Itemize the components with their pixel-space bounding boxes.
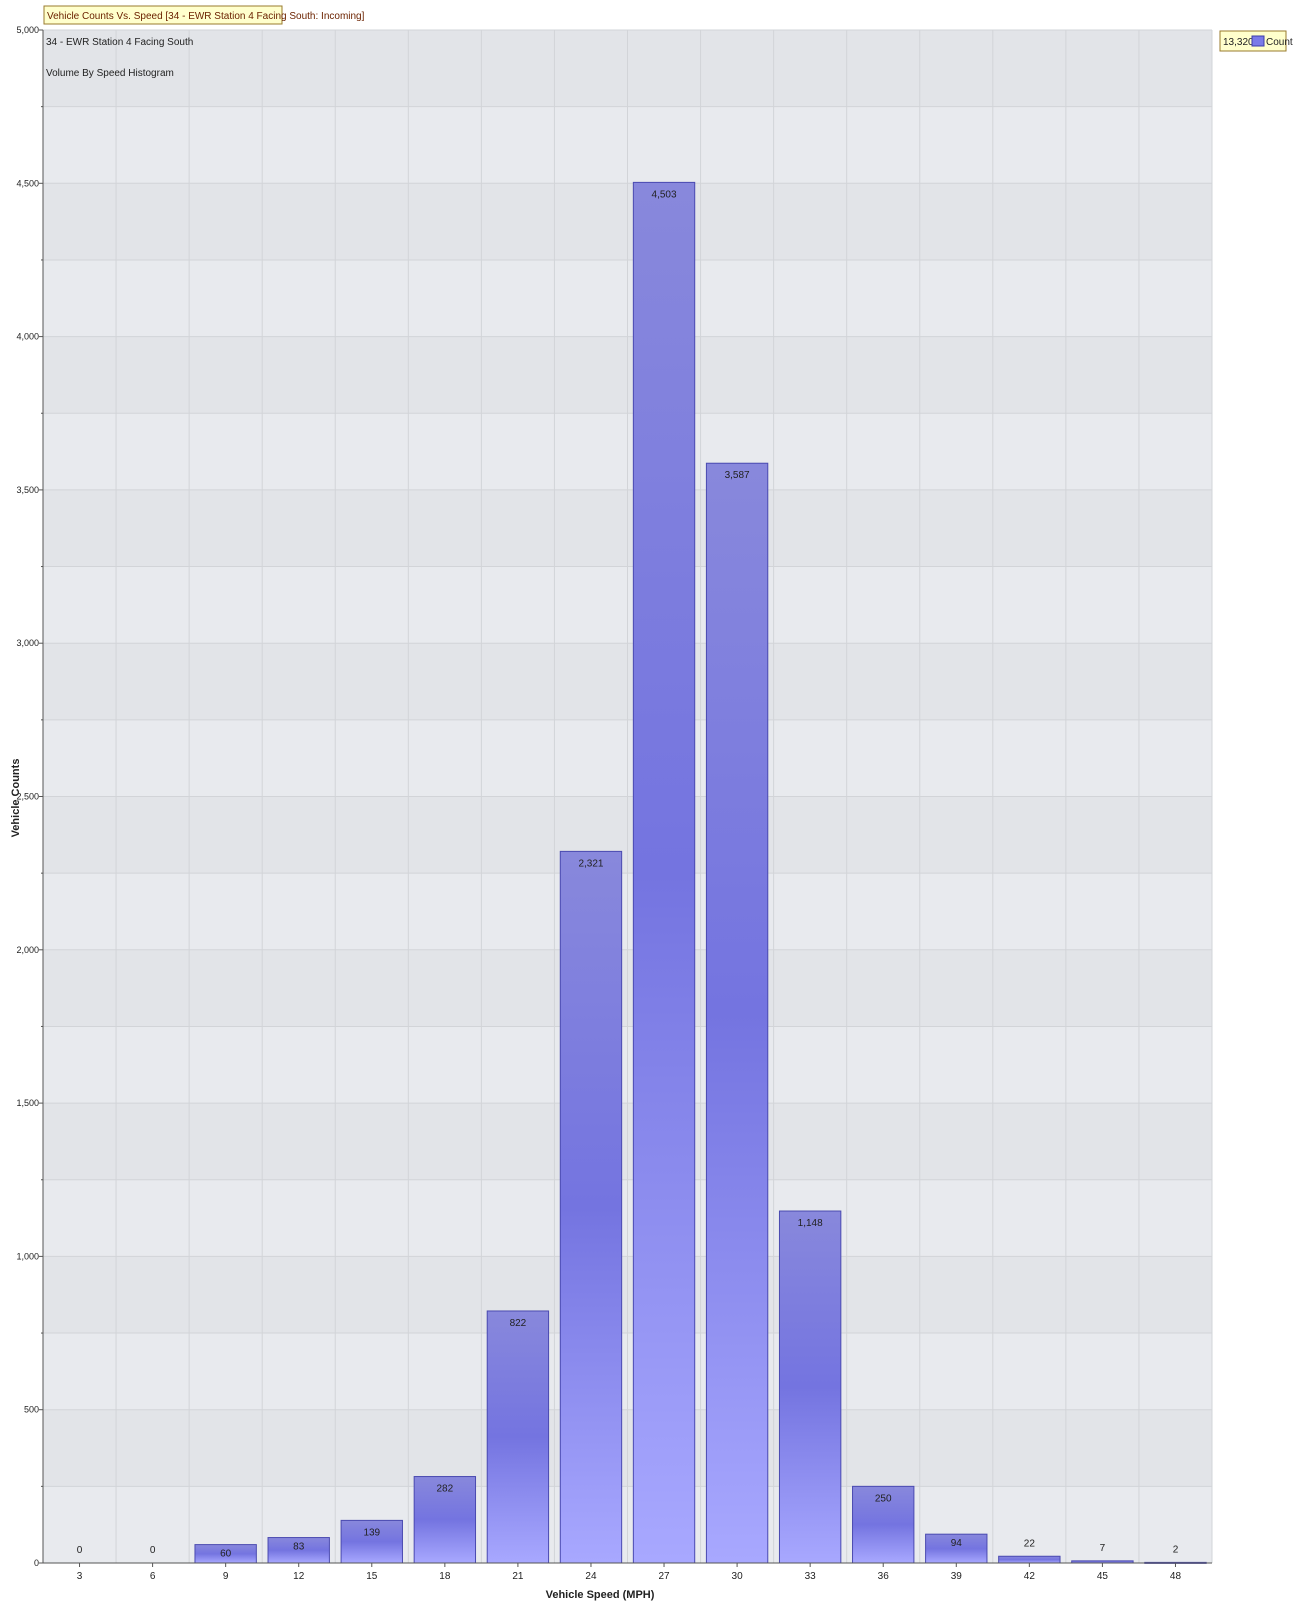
bar-label-45: 7 (1100, 1543, 1106, 1554)
x-tick-label: 27 (658, 1571, 670, 1582)
bars (194, 181, 1207, 1564)
bar-label-33: 1,148 (798, 1218, 823, 1229)
bar-21 (486, 1310, 550, 1564)
y-tick-label: 4,500 (16, 178, 39, 188)
bar-27 (632, 181, 696, 1564)
chart-title-box: Vehicle Counts Vs. Speed [34 - EWR Stati… (43, 5, 365, 25)
y-tick-label: 1,000 (16, 1251, 39, 1261)
bar-label-48: 2 (1173, 1544, 1179, 1555)
x-tick-label: 45 (1097, 1571, 1109, 1582)
x-tick-label: 36 (878, 1571, 890, 1582)
bar-label-39: 94 (951, 1538, 963, 1549)
x-tick-label: 33 (805, 1571, 817, 1582)
y-tick-label: 500 (24, 1405, 39, 1415)
chart-title: Vehicle Counts Vs. Speed [34 - EWR Stati… (47, 11, 365, 22)
y-tick-label: 3,500 (16, 485, 39, 495)
x-tick-label: 21 (512, 1571, 524, 1582)
y-tick-label: 4,000 (16, 332, 39, 342)
bar-label-24: 2,321 (578, 858, 603, 869)
bar-label-3: 0 (77, 1545, 83, 1556)
bar-label-15: 139 (363, 1527, 380, 1538)
x-tick-label: 3 (77, 1571, 83, 1582)
bar-30 (705, 462, 769, 1564)
bar-18 (413, 1476, 477, 1564)
x-tick-label: 48 (1170, 1571, 1182, 1582)
y-tick-label: 3,000 (16, 638, 39, 648)
x-tick-label: 39 (951, 1571, 963, 1582)
y-tick-label: 1,500 (16, 1098, 39, 1108)
y-axis-title: Vehicle Counts (10, 759, 22, 838)
bar-label-21: 822 (510, 1318, 527, 1329)
y-tick-label: 5,000 (16, 25, 39, 35)
bar-33 (778, 1210, 842, 1564)
x-tick-label: 15 (366, 1571, 378, 1582)
bar-24 (559, 850, 623, 1564)
bar-label-9: 60 (220, 1549, 232, 1560)
chart-subtitle-2: Volume By Speed Histogram (46, 68, 174, 79)
grid (42, 29, 1213, 1564)
bar-label-30: 3,587 (725, 470, 750, 481)
y-tick-label: 2,000 (16, 945, 39, 955)
bar-label-42: 22 (1024, 1538, 1036, 1549)
x-axis-title: Vehicle Speed (MPH) (546, 1589, 655, 1601)
y-tick-labels: 0 500 1,000 1,500 2,000 2,500 3,000 3,500 4,000 4… (16, 25, 43, 1568)
x-tick-label: 12 (293, 1571, 305, 1582)
bar-39 (925, 1533, 988, 1564)
bar-label-36: 250 (875, 1493, 892, 1504)
x-tick-label: 9 (223, 1571, 229, 1582)
bar-label-27: 4,503 (652, 189, 677, 200)
bar-label-6: 0 (150, 1545, 156, 1556)
legend-total: 13,320 (1223, 37, 1254, 48)
bar-12 (267, 1537, 330, 1564)
y-tick-label: 2,500 (16, 792, 39, 802)
legend-entry: Counts (1266, 37, 1293, 48)
bar-label-18: 282 (437, 1484, 454, 1495)
x-tick-label: 18 (439, 1571, 451, 1582)
legend: 13,320 Counts (1219, 30, 1293, 52)
legend-swatch (1251, 35, 1265, 47)
chart-subtitle-1: 34 - EWR Station 4 Facing South (46, 37, 193, 48)
bar-label-12: 83 (293, 1542, 305, 1553)
x-tick-label: 6 (150, 1571, 156, 1582)
x-tick-label: 42 (1024, 1571, 1036, 1582)
bar-36 (852, 1485, 915, 1564)
bar-labels: 0 0 60 83 139 282 822 2,321 4,503 3,587 1,148 250 94… (77, 189, 1179, 1559)
x-tick-label: 30 (732, 1571, 744, 1582)
bar-42 (998, 1555, 1061, 1564)
x-tick-label: 24 (585, 1571, 597, 1582)
y-tick-label: 0 (34, 1558, 39, 1568)
x-tick-labels: 3 6 9 12 15 18 21 24 27 30 33 36 39 42 45 48 (77, 1563, 1182, 1582)
